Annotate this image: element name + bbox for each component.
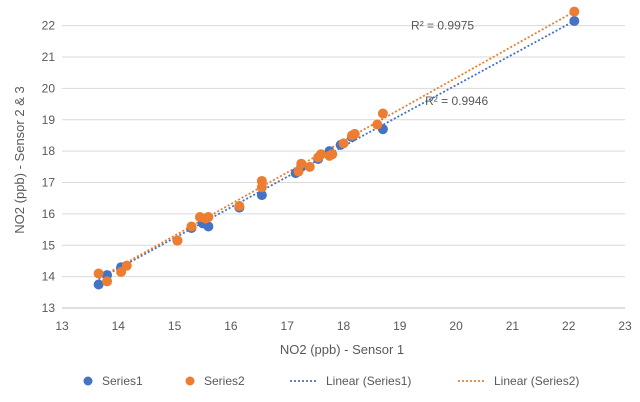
data-point-series2 <box>296 158 307 169</box>
r-squared-label: R² = 0.9946 <box>425 94 488 108</box>
x-tick-label: 14 <box>112 319 126 333</box>
data-point-series2 <box>377 108 388 119</box>
y-tick-label: 20 <box>42 81 56 95</box>
legend-marker <box>83 376 93 386</box>
data-point-series2 <box>172 235 183 246</box>
data-point-series1 <box>569 15 580 26</box>
legend-label: Series2 <box>204 374 245 388</box>
x-tick-label: 17 <box>281 319 295 333</box>
legend: Series1 Series2 Linear (Series1) Linear (Se… <box>83 374 579 388</box>
data-point-series2 <box>327 149 338 160</box>
y-tick-label: 18 <box>42 144 56 158</box>
data-point-series1 <box>256 190 267 201</box>
y-tick-label: 13 <box>42 301 56 315</box>
data-points <box>93 6 580 290</box>
x-tick-label: 20 <box>449 319 463 333</box>
data-point-series2 <box>372 119 383 130</box>
y-tick-label: 15 <box>42 238 56 252</box>
data-point-series1 <box>93 279 104 290</box>
x-tick-label: 21 <box>506 319 520 333</box>
grid-lines <box>62 25 625 309</box>
x-tick-label: 23 <box>618 319 632 333</box>
x-axis-label: NO2 (ppb) - Sensor 1 <box>280 342 404 357</box>
y-tick-label: 21 <box>42 50 56 64</box>
x-tick-label: 13 <box>55 319 69 333</box>
y-tick-label: 22 <box>42 19 56 33</box>
data-point-series1 <box>203 221 214 232</box>
r-squared-label: R² = 0.9975 <box>411 19 474 33</box>
legend-label: Linear (Series2) <box>494 374 579 388</box>
data-point-series2 <box>293 166 304 177</box>
legend-label: Linear (Series1) <box>326 374 411 388</box>
y-tick-label: 17 <box>42 176 56 190</box>
data-point-series2 <box>569 6 580 17</box>
legend-label: Series1 <box>102 374 143 388</box>
trendline-1 <box>98 20 575 280</box>
data-point-series2 <box>93 268 104 279</box>
x-tick-label: 15 <box>168 319 182 333</box>
y-tick-label: 16 <box>42 207 56 221</box>
x-tick-label: 22 <box>562 319 576 333</box>
data-point-series2 <box>304 161 315 172</box>
x-tick-label: 18 <box>337 319 351 333</box>
data-point-series2 <box>102 276 113 287</box>
data-point-series2 <box>256 182 267 193</box>
data-point-series2 <box>315 149 326 160</box>
x-tick-label: 16 <box>224 319 238 333</box>
y-tick-label: 14 <box>42 270 56 284</box>
x-tick-label: 19 <box>393 319 407 333</box>
tick-labels: 13 14 15 16 17 18 19 20 21 22 23 13 14 15 16 17 18 19 20 21… <box>42 19 632 333</box>
data-point-series2 <box>349 128 360 139</box>
y-tick-label: 19 <box>42 113 56 127</box>
data-point-series2 <box>338 138 349 149</box>
data-point-series2 <box>121 260 132 271</box>
legend-marker <box>185 376 195 386</box>
data-point-series2 <box>203 212 214 223</box>
data-point-series2 <box>234 201 245 212</box>
y-axis-label: NO2 (ppb) - Sensor 2 & 3 <box>12 86 27 233</box>
data-point-series2 <box>186 221 197 232</box>
